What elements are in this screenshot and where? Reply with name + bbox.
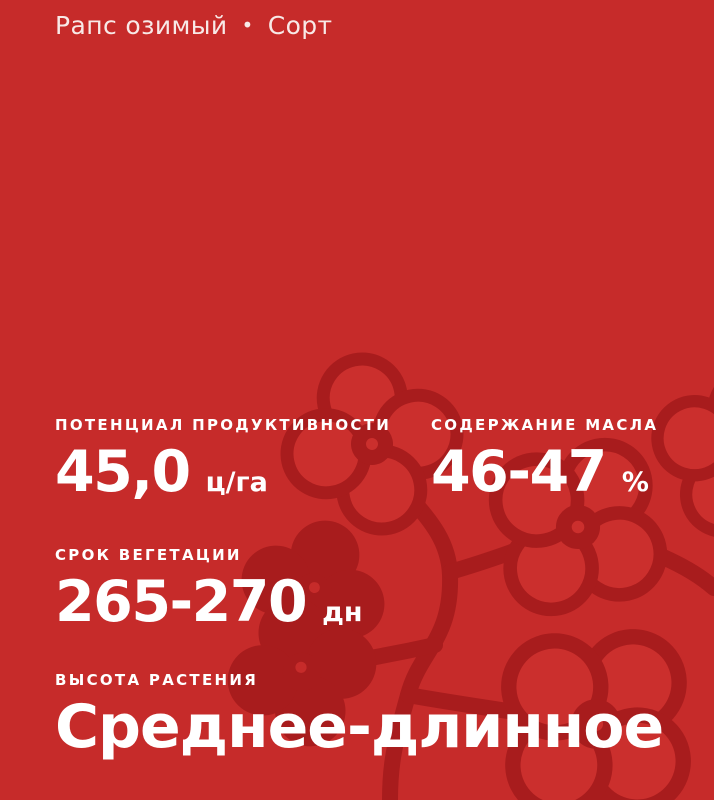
stat-plant-height: ВЫСОТА РАСТЕНИЯ Среднее-длинное: [55, 671, 664, 762]
stat-vegetation-unit: дн: [322, 597, 363, 628]
stat-plant-height-value: Среднее-длинное: [55, 692, 664, 762]
breadcrumb-separator-icon: •: [241, 13, 254, 37]
stat-plant-height-label: ВЫСОТА РАСТЕНИЯ: [55, 671, 259, 689]
breadcrumb: Рапс озимый • Сорт: [55, 11, 333, 40]
stat-oil-label: СОДЕРЖАНИЕ МАСЛА: [431, 416, 659, 434]
stat-oil-unit: %: [621, 467, 649, 498]
stat-oil-value: 46-47: [431, 439, 607, 505]
stat-vegetation-period: СРОК ВЕГЕТАЦИИ 265-270 дн: [55, 546, 363, 635]
crop-name: Рапс озимый: [55, 11, 228, 40]
stat-productivity-unit: ц/га: [205, 467, 268, 498]
category-name: Сорт: [267, 11, 333, 40]
stat-productivity-label: ПОТЕНЦИАЛ ПРОДУКТИВНОСТИ: [55, 416, 392, 434]
stat-oil-content: СОДЕРЖАНИЕ МАСЛА 46-47 %: [431, 416, 659, 505]
stat-vegetation-value: 265-270: [55, 569, 308, 635]
stat-productivity-value: 45,0: [55, 439, 191, 505]
stat-productivity: ПОТЕНЦИАЛ ПРОДУКТИВНОСТИ 45,0 ц/га: [55, 416, 392, 505]
stat-vegetation-label: СРОК ВЕГЕТАЦИИ: [55, 546, 242, 564]
